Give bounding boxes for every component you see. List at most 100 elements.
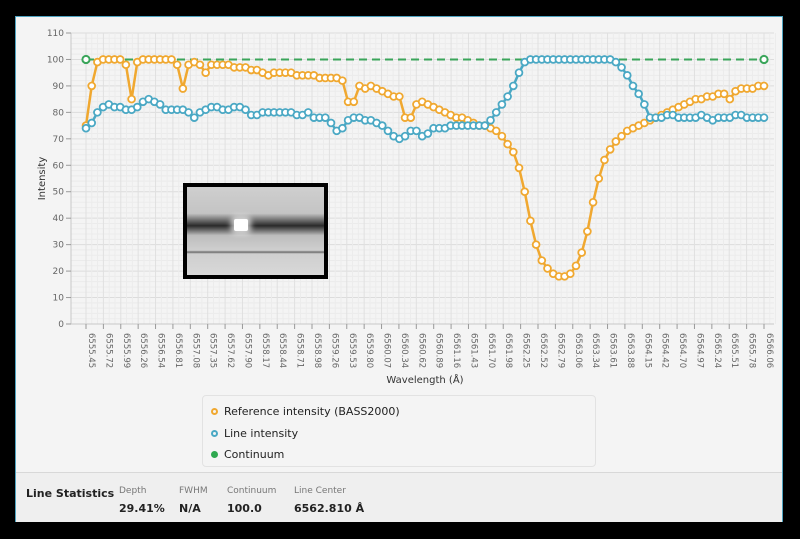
data-point[interactable] [725, 94, 735, 104]
bright-spot [234, 219, 248, 231]
data-point[interactable] [383, 126, 393, 136]
data-point[interactable] [503, 92, 512, 101]
x-tick-label: 6563.34 [590, 333, 600, 368]
continuum-point[interactable] [759, 54, 769, 65]
data-point[interactable] [514, 163, 524, 173]
data-point[interactable] [377, 121, 387, 130]
legend-item-continuum[interactable]: Continuum [211, 448, 284, 461]
x-tick-label: 6562.52 [538, 333, 548, 368]
x-tick-label: 6559.53 [347, 333, 357, 368]
stat-label: Line Center [294, 486, 346, 496]
stat-value: 100.0 [227, 502, 262, 515]
data-point[interactable] [87, 81, 96, 91]
data-point[interactable] [497, 100, 507, 109]
data-point[interactable] [115, 55, 125, 64]
data-point[interactable] [577, 248, 586, 257]
stat-line-center: Line Center 6562.810 Å [294, 486, 364, 515]
x-tick-label: 6556.81 [173, 333, 183, 368]
data-point[interactable] [588, 198, 598, 207]
data-point[interactable] [565, 269, 575, 279]
line-chart: 0 10 20 30 40 50 60 70 80 90 100 110 6555.45 6555.72 6… [37, 29, 779, 386]
data-point[interactable] [605, 145, 615, 154]
data-point[interactable] [634, 89, 643, 99]
y-tick-label: 40 [53, 214, 65, 224]
legend-label: Reference intensity (BASS2000) [224, 405, 400, 418]
data-point[interactable] [611, 137, 621, 146]
data-point[interactable] [81, 123, 91, 133]
data-point[interactable] [423, 129, 433, 138]
data-point[interactable] [583, 227, 592, 236]
data-point[interactable] [486, 116, 495, 125]
x-tick-label: 6564.42 [660, 333, 670, 368]
data-point[interactable] [509, 147, 518, 157]
data-point[interactable] [600, 155, 609, 165]
legend-label: Line intensity [224, 427, 299, 440]
x-tick-label: 6560.07 [382, 333, 392, 368]
x-tick-label: 6556.54 [156, 333, 166, 368]
data-point[interactable] [628, 81, 638, 91]
data-point[interactable] [480, 121, 490, 130]
data-point[interactable] [537, 256, 547, 265]
data-point[interactable] [617, 63, 626, 72]
data-point[interactable] [303, 108, 313, 117]
data-point[interactable] [132, 102, 142, 112]
data-point[interactable] [543, 264, 552, 273]
x-tick-label: 6558.44 [277, 333, 287, 368]
data-point[interactable] [400, 131, 410, 141]
data-point[interactable] [127, 94, 136, 104]
data-point[interactable] [759, 113, 769, 122]
data-point[interactable] [520, 187, 530, 197]
data-point[interactable] [178, 84, 188, 93]
data-point[interactable] [121, 60, 131, 70]
line-statistics-bar: Line Statistics Depth 29.41% FWHM N/A Co… [16, 472, 782, 522]
y-tick-label: 60 [53, 161, 65, 171]
data-point[interactable] [338, 123, 347, 133]
data-point[interactable] [406, 113, 416, 122]
data-point[interactable] [349, 97, 359, 107]
data-point[interactable] [617, 131, 626, 141]
data-point[interactable] [622, 71, 632, 80]
continuum-point[interactable] [81, 54, 91, 65]
data-point[interactable] [503, 139, 512, 149]
data-point[interactable] [759, 81, 769, 91]
data-point[interactable] [491, 126, 501, 136]
data-point[interactable] [611, 57, 621, 67]
data-point[interactable] [514, 68, 524, 77]
data-point[interactable] [497, 131, 507, 141]
data-point[interactable] [241, 105, 250, 115]
data-point[interactable] [195, 60, 205, 70]
data-point[interactable] [184, 108, 193, 117]
data-point[interactable] [201, 68, 210, 77]
y-tick-label: 20 [53, 267, 65, 277]
y-tick-label: 80 [53, 108, 65, 118]
data-point[interactable] [594, 174, 604, 183]
data-point[interactable] [172, 60, 182, 70]
data-point[interactable] [395, 92, 404, 101]
data-point[interactable] [491, 108, 501, 117]
data-point[interactable] [167, 55, 176, 64]
data-point[interactable] [526, 216, 535, 226]
data-point[interactable] [320, 113, 330, 122]
data-point[interactable] [189, 113, 199, 122]
spectrum-image-thumbnail[interactable] [183, 183, 328, 279]
spectrum-image [187, 187, 324, 275]
data-point[interactable] [719, 89, 729, 99]
data-point[interactable] [412, 126, 421, 136]
data-point[interactable] [531, 240, 541, 249]
data-point[interactable] [93, 108, 102, 117]
data-point[interactable] [155, 100, 165, 109]
data-point[interactable] [509, 81, 518, 91]
x-axis-title: Wavelength (Å) [386, 373, 463, 386]
x-tick-label: 6558.71 [295, 333, 305, 368]
data-point[interactable] [87, 118, 96, 128]
legend-item-reference[interactable]: Reference intensity (BASS2000) [211, 405, 400, 418]
data-point[interactable] [326, 118, 336, 128]
data-point[interactable] [338, 76, 347, 85]
x-tick-label: 6563.61 [608, 333, 618, 368]
legend-item-line-intensity[interactable]: Line intensity [211, 427, 298, 440]
x-tick-label: 6558.17 [260, 333, 270, 368]
x-tick-label: 6557.90 [242, 333, 252, 368]
data-point[interactable] [640, 100, 649, 109]
stats-title: Line Statistics [26, 487, 115, 500]
data-point[interactable] [571, 261, 581, 271]
